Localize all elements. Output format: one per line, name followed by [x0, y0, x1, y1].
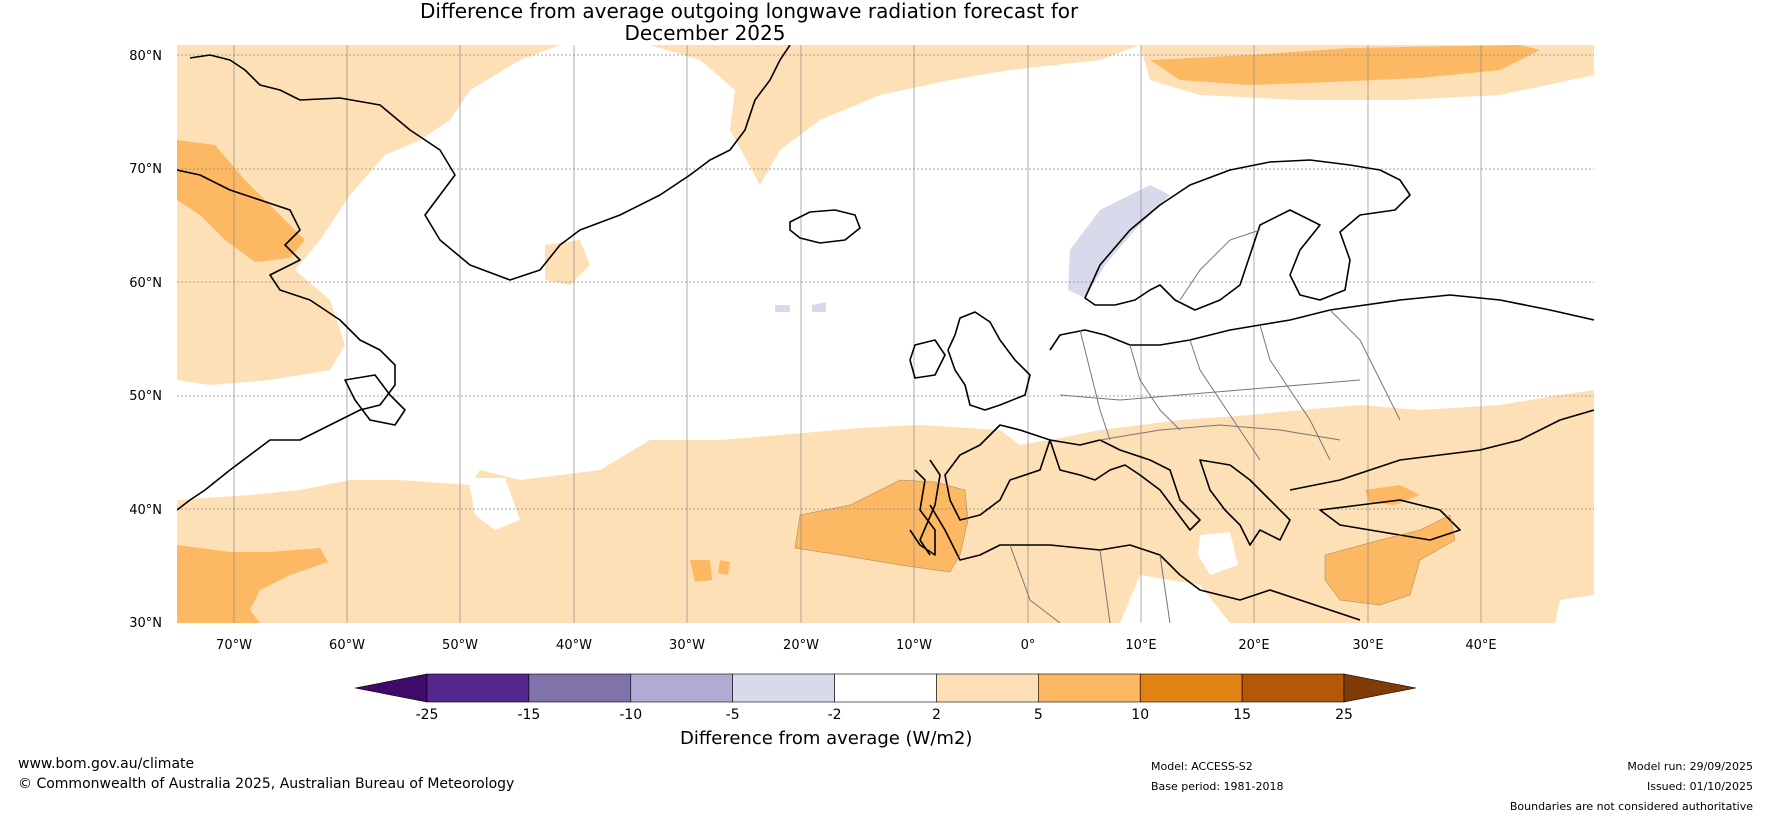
- lon-label-20w: 20°W: [783, 638, 819, 653]
- colorbar-tick-label: 15: [1233, 707, 1251, 723]
- title-line-1: Difference from average outgoing longwav…: [420, 0, 1079, 23]
- colorbar-tick-label: 5: [1034, 707, 1043, 723]
- colorbar-extend-high: [1343, 673, 1417, 703]
- footer-model-info: Model: ACCESS-S2 Base period: 1981-2018: [1151, 757, 1283, 797]
- colorbar-tick-label: 25: [1335, 707, 1353, 723]
- title-line-2: December 2025: [624, 21, 786, 45]
- anomaly-5-10-regions: [177, 45, 1540, 623]
- footer-run-info: Model run: 29/09/2025 Issued: 01/10/2025…: [1510, 757, 1753, 817]
- colorbar-tick-label: -25: [416, 707, 439, 723]
- lat-label-70: 70°N: [129, 162, 162, 177]
- colorbar-segment: [1139, 673, 1243, 703]
- footer-model-run: Model run: 29/09/2025: [1627, 760, 1753, 773]
- lon-label-60w: 60°W: [329, 638, 365, 653]
- footer-left: www.bom.gov.au/climate © Commonwealth of…: [18, 754, 514, 794]
- lat-label-50: 50°N: [129, 389, 162, 404]
- colorbar-segment: [936, 673, 1039, 703]
- colorbar-tick-label: -2: [828, 707, 842, 723]
- lon-label-10w: 10°W: [896, 638, 932, 653]
- colorbar-tick-label: 2: [932, 707, 941, 723]
- lon-label-70w: 70°W: [216, 638, 252, 653]
- colorbar-tick-label: 10: [1131, 707, 1149, 723]
- footer-issued: Issued: 01/10/2025: [1646, 780, 1753, 793]
- anomaly-neutral-holes: [468, 478, 1594, 623]
- footer-copyright: © Commonwealth of Australia 2025, Austra…: [18, 776, 515, 792]
- lon-label-40e: 40°E: [1465, 638, 1496, 653]
- footer-url: www.bom.gov.au/climate: [18, 756, 195, 772]
- lon-label-30w: 30°W: [669, 638, 705, 653]
- contour-lines: [794, 479, 1456, 606]
- colorbar: -25 -15 -10 -5 -2 2 5 10 15 25: [354, 673, 1417, 723]
- colorbar-segment: [426, 673, 530, 703]
- lat-label-30: 30°N: [129, 616, 162, 631]
- map-title: Difference from average outgoing longwav…: [420, 0, 1078, 45]
- anomaly-neg-2-5-regions: [775, 185, 1170, 312]
- colorbar-extend-low: [354, 673, 428, 703]
- latitude-labels: 80°N 70°N 60°N 50°N 40°N 30°N: [129, 49, 162, 631]
- colorbar-segment: [630, 673, 733, 703]
- colorbar-segment: [834, 673, 937, 703]
- lon-label-40w: 40°W: [556, 638, 592, 653]
- lat-label-40: 40°N: [129, 503, 162, 518]
- lon-label-20e: 20°E: [1238, 638, 1269, 653]
- footer-disclaimer: Boundaries are not considered authoritat…: [1509, 800, 1753, 813]
- lon-label-0: 0°: [1021, 638, 1036, 653]
- colorbar-title: Difference from average (W/m2): [680, 728, 973, 749]
- lon-label-30e: 30°E: [1352, 638, 1383, 653]
- colorbar-tick-label: -5: [726, 707, 740, 723]
- colorbar-segment: [1241, 673, 1345, 703]
- colorbar-segment: [1038, 673, 1141, 703]
- footer-base-period: Base period: 1981-2018: [1151, 780, 1284, 793]
- anomaly-fields: [177, 45, 1594, 623]
- colorbar-tick-label: -10: [619, 707, 642, 723]
- map-gridlines: [177, 45, 1594, 623]
- country-borders: [1009, 229, 1401, 623]
- footer-model: Model: ACCESS-S2: [1151, 760, 1253, 773]
- colorbar-tick-label: -15: [517, 707, 540, 723]
- colorbar-segment: [528, 673, 632, 703]
- colorbar-segment: [732, 673, 835, 703]
- lon-label-10e: 10°E: [1125, 638, 1156, 653]
- lon-label-50w: 50°W: [442, 638, 478, 653]
- coastlines: [177, 45, 1594, 621]
- lat-label-60: 60°N: [129, 276, 162, 291]
- lat-label-80: 80°N: [129, 49, 162, 64]
- longitude-labels: 70°W 60°W 50°W 40°W 30°W 20°W 10°W 0° 10…: [216, 638, 1497, 653]
